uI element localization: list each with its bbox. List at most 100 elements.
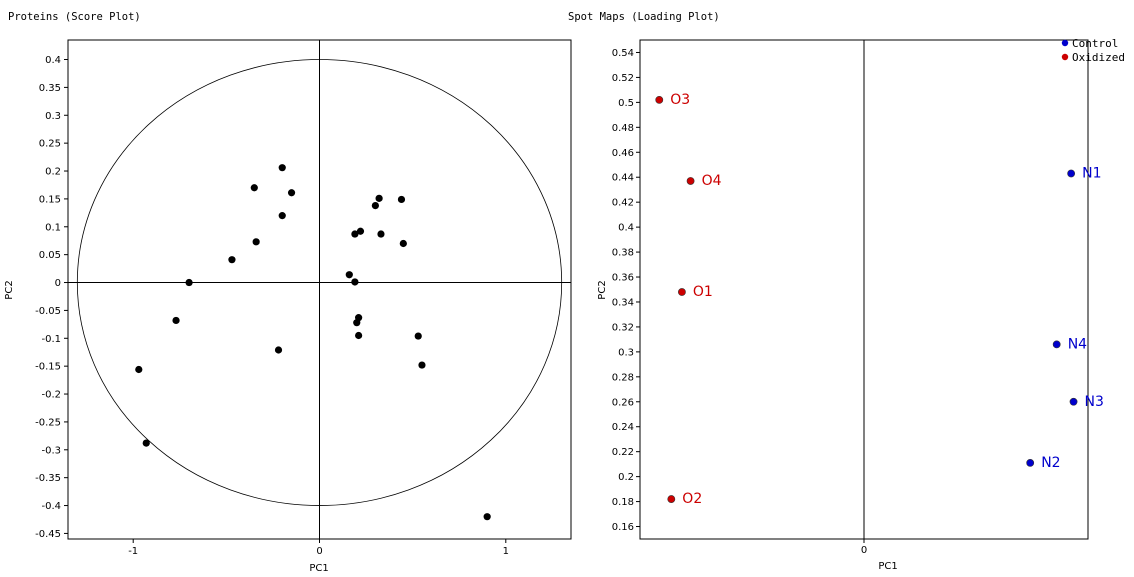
loading-plot-y-tick-label: 0.24 (612, 422, 634, 433)
protein-score-point (375, 194, 383, 202)
loading-plot-y-tick-label: 0.5 (618, 98, 634, 109)
protein-score-point (274, 346, 283, 354)
score-plot-y-tick-label: 0 (55, 278, 61, 289)
loading-point-label-o2: O2 (682, 491, 702, 507)
loading-plot-y-tick-label: 0.2 (618, 472, 634, 483)
protein-score-point (399, 239, 407, 248)
score-plot-points (135, 164, 491, 521)
score-plot-y-tick-label: -0.25 (35, 417, 61, 428)
score-plot-title: Proteins (Score Plot) (8, 11, 141, 23)
score-plot-y-tick-label: -0.45 (35, 529, 61, 540)
loading-plot-y-ticks: 0.54 0.52 0.5 0.48 0.46 0.44 0.42 0.4 0.38 0.36 0.… (612, 48, 640, 533)
score-plot-y-ticks: 0.4 0.35 0.3 0.25 0.2 0.15 0.1 0.05 0 -0.05 -0.1 -0… (35, 55, 68, 540)
score-plot-y-tick-label: -0.35 (35, 473, 61, 484)
score-plot-y-tick-label: 0.2 (45, 167, 61, 178)
loading-plot-x-tick-label: 0 (861, 545, 867, 556)
loading-plot-y-tick-label: 0.22 (612, 447, 634, 458)
loading-plot-y-tick-label: 0.48 (612, 123, 634, 134)
protein-score-point (278, 212, 286, 220)
loading-point-label-o4: O4 (702, 173, 722, 189)
loading-plot-y-tick-label: 0.44 (612, 173, 634, 184)
loading-point-label-o1: O1 (693, 284, 713, 300)
score-plot-x-label: PC1 (309, 563, 328, 574)
loading-plot-x-label: PC1 (878, 561, 897, 572)
protein-score-point (397, 195, 406, 204)
score-plot-x-ticks: -1 0 1 (128, 539, 509, 557)
loading-plot-y-tick-label: 0.4 (618, 223, 634, 234)
legend-item-control: Control (1061, 37, 1118, 50)
protein-score-point (252, 238, 260, 246)
score-plot-x-tick-label: 1 (503, 546, 509, 557)
score-plot-reference-circle (76, 59, 563, 506)
score-plot-x-tick-label: -1 (128, 546, 138, 557)
score-plot-y-tick-label: -0.05 (35, 306, 61, 317)
loading-plot-y-label: PC2 (597, 280, 608, 299)
protein-score-point (135, 365, 143, 374)
loading-plot-y-tick-label: 0.42 (612, 198, 634, 209)
loading-point-o2 (667, 495, 676, 503)
loading-point-o4 (686, 177, 695, 185)
score-plot-y-tick-label: -0.15 (35, 362, 61, 373)
loading-point-label-n3: N3 (1085, 394, 1104, 410)
loading-plot-y-tick-label: 0.38 (612, 248, 634, 259)
loading-plot-title: Spot Maps (Loading Plot) (568, 11, 720, 23)
protein-score-point (418, 361, 426, 369)
protein-score-point (356, 227, 365, 235)
legend-marker-oxidized (1061, 53, 1069, 61)
loading-point-n3 (1069, 397, 1078, 406)
loading-plot: Spot Maps (Loading Plot) 0.54 0.52 0.5 0.48… (568, 11, 1125, 572)
loading-point-label-n2: N2 (1041, 455, 1060, 471)
loading-plot-y-tick-label: 0.34 (612, 297, 634, 308)
score-plot-y-tick-label: -0.2 (41, 390, 61, 401)
score-plot-y-tick-label: 0.4 (45, 55, 61, 66)
loading-plot-y-tick-label: 0.3 (618, 347, 634, 358)
loading-plot-x-ticks: 0 (861, 539, 867, 556)
loading-plot-y-tick-label: 0.18 (612, 497, 634, 508)
loading-plot-y-tick-label: 0.28 (612, 372, 634, 383)
protein-score-point (355, 331, 363, 340)
loading-plot-y-tick-label: 0.16 (612, 522, 634, 533)
loading-point-n1 (1067, 169, 1076, 178)
score-plot-y-tick-label: 0.1 (45, 222, 61, 233)
loading-plot-y-tick-label: 0.54 (612, 48, 634, 59)
score-plot-y-tick-label: 0.15 (39, 194, 61, 205)
legend-marker-control (1061, 39, 1069, 47)
loading-plot-y-tick-label: 0.26 (612, 397, 634, 408)
loading-point-o3 (655, 95, 664, 104)
protein-score-point (483, 513, 491, 521)
protein-score-point (185, 278, 193, 287)
loading-plot-y-tick-label: 0.36 (612, 273, 634, 284)
loading-point-label-n4: N4 (1068, 336, 1087, 352)
protein-score-point (351, 278, 359, 286)
legend-label-oxidized: Oxidized (1072, 51, 1125, 64)
score-plot-crosshair (68, 40, 571, 539)
protein-score-point (414, 332, 422, 340)
score-plot-y-tick-label: -0.1 (41, 334, 61, 345)
score-plot-y-tick-label: 0.25 (39, 139, 61, 150)
score-plot-y-label: PC2 (4, 280, 15, 299)
protein-score-point (142, 439, 150, 447)
loading-point-label-o3: O3 (670, 92, 690, 108)
score-plot: Proteins (Score Plot) 0.40.350.30.250.20… (4, 11, 572, 574)
loading-plot-y-tick-label: 0.32 (612, 322, 634, 333)
protein-score-point (377, 230, 385, 238)
score-plot-x-tick-label: 0 (316, 546, 322, 557)
loading-point-n2 (1026, 459, 1035, 467)
loading-point-o1 (678, 288, 686, 296)
protein-score-point (287, 189, 296, 197)
legend: Control Oxidized (1061, 37, 1125, 64)
protein-score-point (278, 164, 286, 172)
score-plot-y-tick-label: 0.35 (39, 83, 61, 94)
protein-score-point (351, 230, 359, 238)
loading-point-label-n1: N1 (1082, 165, 1101, 181)
legend-item-oxidized: Oxidized (1061, 51, 1125, 64)
protein-score-point (172, 316, 180, 325)
loading-plot-y-tick-label: 0.46 (612, 148, 634, 159)
protein-score-point (355, 314, 363, 322)
protein-score-point (228, 256, 236, 264)
protein-score-point (345, 271, 353, 279)
loading-point-n4 (1052, 340, 1061, 349)
score-plot-y-tick-label: 0.05 (39, 250, 61, 261)
legend-label-control: Control (1072, 37, 1118, 50)
